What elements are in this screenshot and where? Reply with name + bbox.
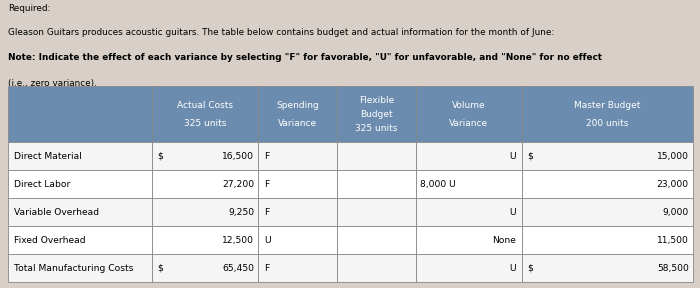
Bar [152,170,258,198]
Bar [416,254,522,282]
Bar [152,86,258,142]
Bar [152,226,258,254]
Bar [522,198,693,226]
Text: $: $ [527,152,533,161]
Bar [522,86,693,142]
Bar [8,86,152,142]
Text: F: F [264,180,269,189]
Text: Variance: Variance [449,119,489,128]
Bar [152,254,258,282]
Text: Spending: Spending [276,101,319,109]
Text: U: U [264,236,270,245]
Text: 15,000: 15,000 [657,152,689,161]
Bar [337,198,416,226]
Text: $: $ [158,152,164,161]
Text: 325 units: 325 units [184,119,226,128]
Bar [522,170,693,198]
Bar [258,170,337,198]
Bar [522,226,693,254]
Text: 65,450: 65,450 [222,264,254,273]
Text: None: None [493,236,517,245]
Bar [522,142,693,170]
Bar [337,142,416,170]
Bar [337,226,416,254]
Text: 58,500: 58,500 [657,264,689,273]
Text: Budget: Budget [360,110,393,119]
Text: Direct Labor: Direct Labor [14,180,70,189]
Text: Flexible: Flexible [358,96,394,105]
Bar [258,226,337,254]
Text: $: $ [158,264,164,273]
Bar [416,198,522,226]
Text: U: U [510,152,517,161]
Text: (i.e., zero variance).: (i.e., zero variance). [8,79,97,88]
Text: Volume: Volume [452,101,486,109]
Text: F: F [264,152,269,161]
Text: Note: Indicate the effect of each variance by selecting "F" for favorable, "U" f: Note: Indicate the effect of each varian… [8,52,603,62]
Bar [416,86,522,142]
Text: Total Manufacturing Costs: Total Manufacturing Costs [14,264,133,273]
Bar [416,170,522,198]
Bar [8,198,152,226]
Text: Master Budget: Master Budget [574,101,640,109]
Text: 9,000: 9,000 [663,208,689,217]
Bar [416,226,522,254]
Text: 12,500: 12,500 [222,236,254,245]
Text: 16,500: 16,500 [222,152,254,161]
Bar [8,254,152,282]
Text: 325 units: 325 units [355,124,398,133]
Bar [522,254,693,282]
Text: Actual Costs: Actual Costs [177,101,233,109]
Bar [416,142,522,170]
Text: Variable Overhead: Variable Overhead [14,208,99,217]
Text: 23,000: 23,000 [657,180,689,189]
Text: 27,200: 27,200 [222,180,254,189]
Bar [258,254,337,282]
Text: U: U [510,208,517,217]
Text: 9,250: 9,250 [228,208,254,217]
Bar [258,142,337,170]
Text: F: F [264,264,269,273]
Text: 11,500: 11,500 [657,236,689,245]
Text: Fixed Overhead: Fixed Overhead [14,236,85,245]
Bar [8,170,152,198]
Bar [152,142,258,170]
Text: U: U [510,264,517,273]
Text: $: $ [527,264,533,273]
Text: F: F [264,208,269,217]
Text: 200 units: 200 units [586,119,629,128]
Bar [258,86,337,142]
Text: Required:: Required: [8,4,51,13]
Bar [337,170,416,198]
Bar [337,86,416,142]
Bar [8,142,152,170]
Bar [152,198,258,226]
Text: Direct Material: Direct Material [14,152,82,161]
Bar [258,198,337,226]
Bar [8,226,152,254]
Text: Gleason Guitars produces acoustic guitars. The table below contains budget and a: Gleason Guitars produces acoustic guitar… [8,28,554,37]
Text: Variance: Variance [278,119,317,128]
Bar [337,254,416,282]
Text: 8,000 U: 8,000 U [420,180,456,189]
